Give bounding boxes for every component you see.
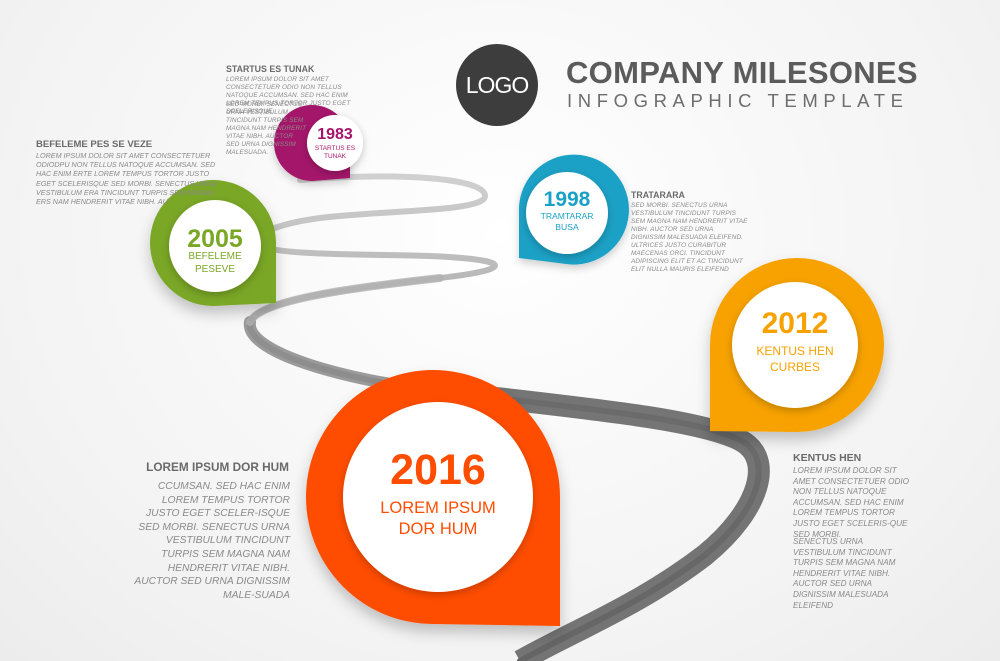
milestone-heading-1983: STARTUS ES TUNAK	[226, 64, 315, 74]
pin-inner-2005	[169, 200, 261, 292]
milestone-heading-1998: TRATARARA	[631, 190, 685, 200]
winding-road	[243, 173, 770, 661]
milestone-year-2016: 2016	[390, 446, 486, 494]
milestone-year-2005: 2005	[187, 225, 243, 253]
milestone-label-2005: BEFELEME PESEVE	[188, 251, 242, 275]
pin-inner-2012	[732, 282, 858, 408]
milestone-text-1998: SED MORBI. SENECTUS URNA VESTIBULUM TINC…	[631, 202, 748, 273]
milestone-label-1983: STARTUS ES TUNAK	[314, 145, 356, 160]
milestone-text-2012-a: LOREM IPSUM DOLOR SIT AMET CONSECTETUER …	[793, 466, 909, 539]
page-subtitle: INFOGRAPHIC TEMPLATE	[567, 90, 909, 111]
page-title: COMPANY MILESONES	[566, 55, 918, 90]
milestone-year-1983: 1983	[317, 126, 353, 143]
pin-inner-2016	[343, 402, 533, 592]
milestone-heading-2005: BEFELEME PES SE VEZE	[36, 139, 153, 150]
logo-text: LOGO	[465, 71, 529, 98]
logo-badge: LOGO	[456, 44, 538, 126]
milestone-year-1998: 1998	[543, 188, 591, 211]
milestone-text-2012-b: SENECTUS URNA VESTIBULUM TINCIDUNT TURPI…	[793, 537, 896, 610]
pin-inner-1983	[307, 115, 363, 171]
milestone-text-1983-b: SED MORBI. SENECTUS URNA VESTIBULUM TINC…	[226, 101, 307, 156]
milestone-text-2016: CCUMSAN. SED HAC ENIM LOREM TEMPUS TORTO…	[134, 481, 290, 601]
milestone-label-2016: LOREM IPSUM DOR HUM	[380, 499, 496, 538]
milestone-text-2005: LOREM IPSUM DOLOR SIT AMET CONSECTETUER …	[36, 151, 217, 207]
pin-inner-1998	[526, 172, 608, 254]
milestone-text-1983-a: LOREM IPSUM DOLOR SIT AMET CONSECTETUER …	[226, 76, 351, 115]
milestone-heading-2016: LOREM IPSUM DOR HUM	[146, 460, 289, 474]
milestone-year-2012: 2012	[761, 307, 829, 340]
milestone-heading-2012: KENTUS HEN	[793, 452, 862, 464]
milestone-label-2012: KENTUS HEN CURBES	[756, 344, 834, 374]
milestone-label-1998: TRAMTARAR BUSA	[540, 211, 594, 232]
